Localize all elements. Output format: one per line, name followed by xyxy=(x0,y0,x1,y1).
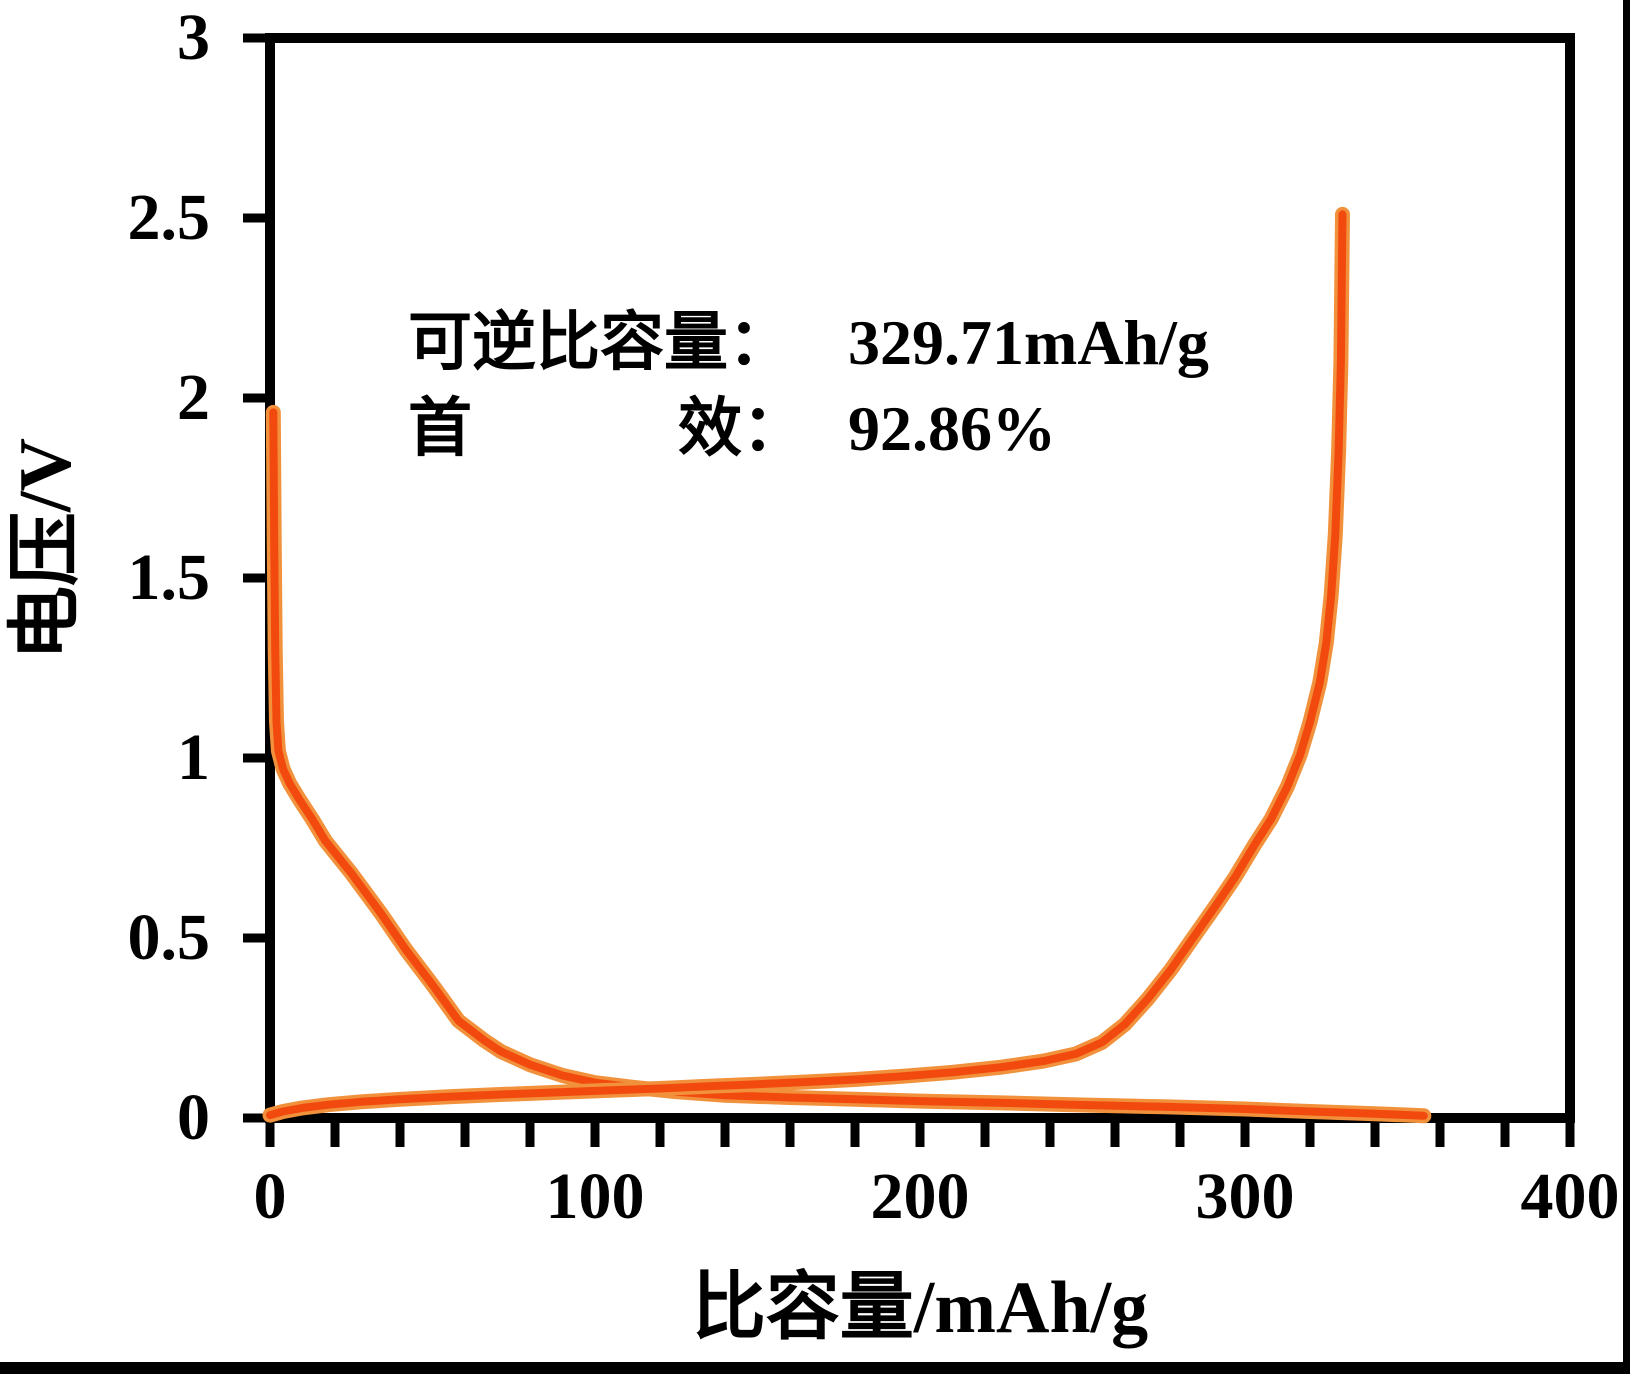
annotation: 可逆比容量： 329.71mAh/g 首 效： 92.86% xyxy=(408,300,1209,472)
first-discharge-curve-halo xyxy=(265,404,1432,1124)
x-tick-label: 0 xyxy=(253,1160,287,1233)
y-tick-label: 1.5 xyxy=(127,541,211,614)
x-tick-label: 200 xyxy=(870,1160,970,1233)
annotation-line-1: 可逆比容量： 329.71mAh/g xyxy=(408,300,1209,386)
annotation-line1-value: 329.71mAh/g xyxy=(848,307,1209,378)
y-tick-label: 2 xyxy=(177,361,210,434)
y-tick-label: 3 xyxy=(177,1,210,74)
plot-frame xyxy=(265,33,1575,1123)
first-charge-curve xyxy=(266,210,1347,1120)
annotation-line2-label: 首 效： xyxy=(408,386,806,472)
x-axis-title: 比容量/mAh/g xyxy=(691,1267,1149,1349)
annotation-line-2: 首 效： 92.86% xyxy=(408,386,1209,472)
image-right-border xyxy=(1623,0,1630,1374)
annotation-line1-label-text: 可逆比容量： xyxy=(408,307,792,378)
y-tick-label: 2.5 xyxy=(127,181,211,254)
annotation-line2-label-right: 效： xyxy=(678,393,806,464)
x-tick-label: 300 xyxy=(1195,1160,1295,1233)
y-tick-label: 0.5 xyxy=(127,901,211,974)
x-tick-label: 100 xyxy=(545,1160,645,1233)
y-tick-label: 0 xyxy=(177,1081,210,1154)
x-tick-label: 400 xyxy=(1520,1160,1620,1233)
first-discharge-curve xyxy=(269,408,1428,1120)
annotation-line2-value: 92.86% xyxy=(848,393,1056,464)
annotation-line1-label: 可逆比容量： xyxy=(408,300,806,386)
y-tick-label: 1 xyxy=(177,721,210,794)
annotation-line2-label-left: 首 xyxy=(408,393,472,464)
image-bottom-border xyxy=(0,1362,1630,1374)
